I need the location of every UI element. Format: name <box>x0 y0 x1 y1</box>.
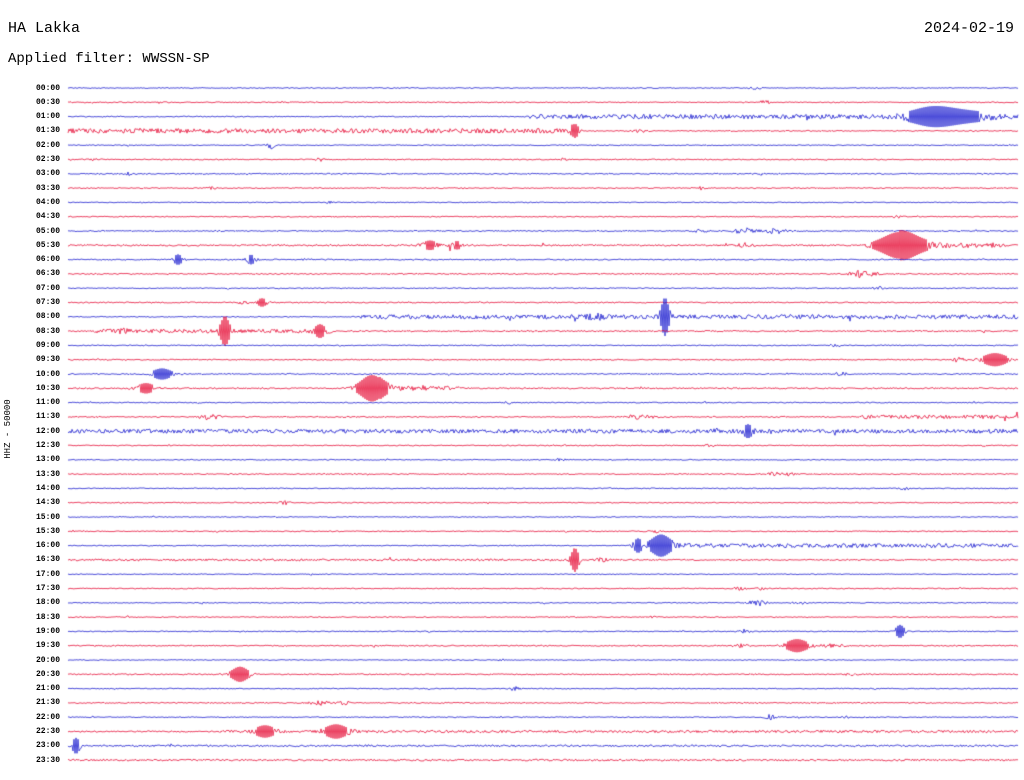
time-label: 03:30 <box>35 183 60 193</box>
time-label: 21:30 <box>35 698 60 708</box>
time-label: 10:00 <box>35 369 60 379</box>
time-label: 14:00 <box>35 483 60 493</box>
time-label: 22:30 <box>35 727 60 736</box>
time-label: 18:30 <box>35 612 60 622</box>
time-label: 04:00 <box>35 197 60 207</box>
time-label: 15:00 <box>35 512 60 522</box>
time-label: 19:00 <box>35 626 60 636</box>
time-label: 14:30 <box>35 498 60 508</box>
time-label: 17:00 <box>35 569 60 579</box>
time-label: 18:00 <box>35 598 60 608</box>
time-label: 16:30 <box>35 555 60 565</box>
time-label: 08:30 <box>35 326 60 336</box>
time-label: 05:30 <box>35 240 60 250</box>
time-label: 21:00 <box>35 684 60 694</box>
time-label: 20:00 <box>35 655 60 665</box>
time-label: 16:00 <box>35 541 60 551</box>
time-label: 07:30 <box>35 298 60 307</box>
time-label: 17:30 <box>35 584 60 593</box>
time-label: 08:00 <box>35 312 60 322</box>
time-label: 06:00 <box>35 255 60 265</box>
time-label: 13:00 <box>35 455 60 465</box>
time-label: 11:00 <box>35 398 60 408</box>
time-label: 04:30 <box>35 212 60 222</box>
time-label: 01:00 <box>35 112 60 122</box>
time-axis: 00:00 00:30 01:00 01:30 02:00 02:30 03:00 03:30… <box>0 0 64 780</box>
filter-label: Applied filter: WWSSN-SP <box>8 51 210 67</box>
time-label: 01:30 <box>35 126 60 136</box>
time-label: 07:00 <box>35 283 60 293</box>
time-label: 15:30 <box>35 526 60 536</box>
time-label: 02:00 <box>35 140 60 150</box>
time-label: 00:30 <box>35 97 60 107</box>
time-label: 20:30 <box>35 669 60 679</box>
time-label: 09:30 <box>35 355 60 365</box>
date-label: 2024-02-19 <box>923 20 1014 37</box>
time-label: 13:30 <box>35 469 60 479</box>
station-title: HA Lakka <box>8 20 81 37</box>
time-label: 09:00 <box>35 340 60 350</box>
time-label: 03:00 <box>35 169 60 179</box>
time-label: 19:30 <box>35 641 60 651</box>
time-label: 12:30 <box>35 441 60 450</box>
time-label: 23:00 <box>35 741 60 751</box>
time-label: 06:30 <box>35 269 60 279</box>
time-label: 05:00 <box>35 226 60 236</box>
time-label: 12:00 <box>35 426 60 436</box>
time-label: 11:30 <box>35 412 60 422</box>
time-label: 00:00 <box>35 83 60 93</box>
time-label: 23:30 <box>35 755 60 765</box>
time-label: 10:30 <box>35 383 60 393</box>
time-label: 22:00 <box>35 712 60 722</box>
time-label: 02:30 <box>35 155 60 164</box>
